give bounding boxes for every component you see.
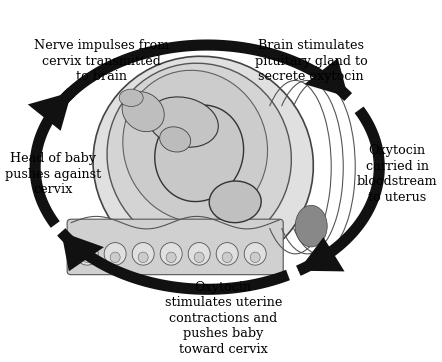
Polygon shape <box>305 58 348 97</box>
Polygon shape <box>61 232 104 272</box>
Ellipse shape <box>148 97 218 147</box>
Ellipse shape <box>107 63 291 250</box>
Ellipse shape <box>166 252 176 262</box>
Ellipse shape <box>222 252 232 262</box>
Ellipse shape <box>122 92 164 132</box>
Polygon shape <box>28 92 72 131</box>
Ellipse shape <box>119 89 143 106</box>
Ellipse shape <box>295 205 327 247</box>
Ellipse shape <box>110 252 120 262</box>
Text: Oxytocin
carried in
bloodstream
to uterus: Oxytocin carried in bloodstream to uteru… <box>357 144 438 204</box>
Ellipse shape <box>244 243 266 265</box>
Text: Brain stimulates
pituitary gland to
secrete oxytocin: Brain stimulates pituitary gland to secr… <box>255 39 368 83</box>
Ellipse shape <box>194 252 204 262</box>
Text: Nerve impulses from
cervix transmitted
to brain: Nerve impulses from cervix transmitted t… <box>34 39 169 83</box>
Ellipse shape <box>216 243 238 265</box>
Ellipse shape <box>104 243 126 265</box>
Ellipse shape <box>138 252 148 262</box>
Text: Head of baby
pushes against
cervix: Head of baby pushes against cervix <box>5 152 101 196</box>
FancyBboxPatch shape <box>67 219 283 275</box>
Ellipse shape <box>155 105 244 202</box>
Ellipse shape <box>160 127 191 152</box>
Ellipse shape <box>93 56 313 271</box>
Text: Oxytocin
stimulates uterine
contractions and
pushes baby
toward cervix: Oxytocin stimulates uterine contractions… <box>164 281 282 355</box>
Polygon shape <box>298 237 344 272</box>
Ellipse shape <box>209 181 261 223</box>
Ellipse shape <box>76 243 98 265</box>
Ellipse shape <box>132 243 154 265</box>
Ellipse shape <box>160 243 182 265</box>
Ellipse shape <box>188 243 210 265</box>
Ellipse shape <box>82 252 92 262</box>
Ellipse shape <box>123 70 267 222</box>
Ellipse shape <box>250 252 260 262</box>
